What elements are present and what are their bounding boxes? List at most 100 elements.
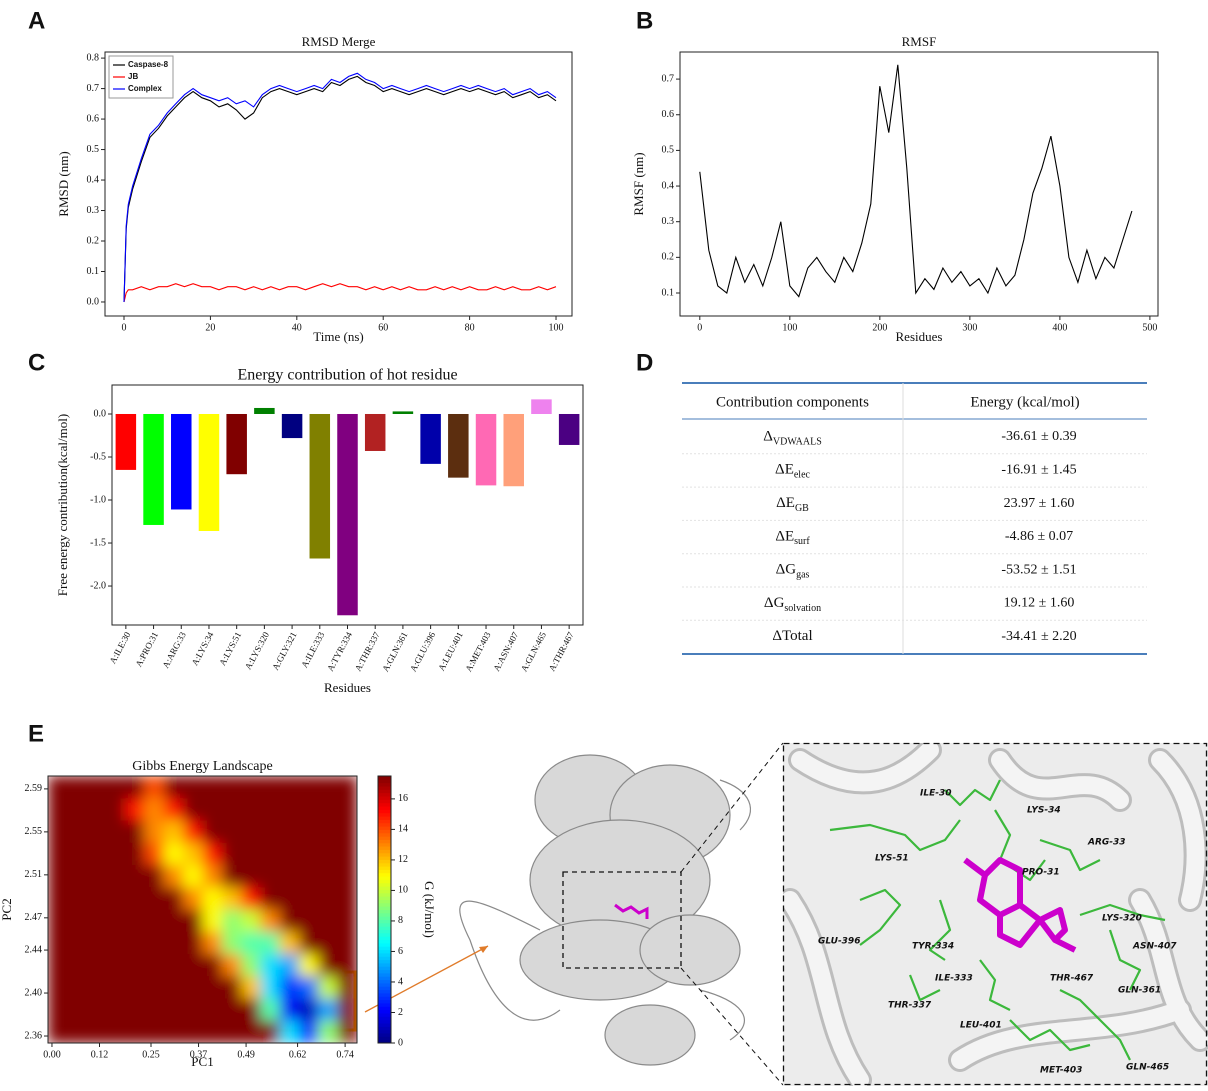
residue-label: ILE-333 (935, 974, 973, 984)
residue-label: LEU-401 (960, 1021, 1002, 1031)
colorbar-segment (378, 899, 391, 903)
colorbar-segment (378, 926, 391, 930)
heatmap-cell (87, 798, 107, 821)
heatmap-cell (125, 932, 145, 955)
heatmap-cell (106, 887, 126, 910)
colorbar-label: G (kJ/mol) (422, 881, 437, 938)
chart-title: RMSD Merge (302, 34, 376, 49)
heatmap-cell (125, 798, 145, 821)
heatmap-cell (318, 1021, 338, 1044)
heatmap-cell (338, 932, 358, 955)
heatmap-cell (183, 776, 203, 799)
colorbar-segment (378, 886, 391, 890)
heatmap-cell (67, 865, 87, 888)
heatmap-cell (48, 865, 68, 888)
colorbar-segment (378, 819, 391, 823)
heatmap-cell (203, 865, 223, 888)
chart-title: Gibbs Energy Landscape (132, 759, 272, 774)
x-tick-label: A:ILE:333 (299, 630, 326, 670)
residue-label: ARG-33 (1087, 838, 1126, 848)
x-tick-label: A:LYS:34 (190, 630, 216, 667)
heatmap-cell (338, 776, 358, 799)
y-tick-label: 0.5 (87, 144, 100, 155)
heatmap-cell (203, 999, 223, 1022)
colorbar-segment (378, 946, 391, 950)
x-tick-label: A:THR:337 (353, 630, 382, 673)
y-tick-label: 0.1 (662, 287, 675, 298)
heatmap-cell (338, 954, 358, 977)
x-axis-label: Residues (896, 329, 943, 344)
colorbar-segment (378, 956, 391, 960)
heatmap-cell (280, 798, 300, 821)
heatmap-cell (280, 1021, 300, 1044)
heatmap-cell (87, 821, 107, 844)
colorbar-segment (378, 996, 391, 1000)
x-tick-label: A:ASN:407 (491, 630, 520, 673)
colorbar-tick-label: 8 (398, 915, 403, 926)
heatmap-cell (338, 976, 358, 999)
y-tick-label: -2.0 (90, 580, 106, 591)
heatmap-cell (222, 910, 242, 933)
bar (254, 408, 275, 414)
heatmap-cell (203, 954, 223, 977)
heatmap-cell (67, 999, 87, 1022)
heatmap-cell (125, 1021, 145, 1044)
bar (448, 414, 469, 478)
legend-label: Complex (128, 84, 162, 93)
chart-title: Energy contribution of hot residue (237, 367, 457, 384)
bar (310, 414, 331, 559)
y-tick-label: -1.5 (90, 537, 106, 548)
residue-label: THR-337 (888, 1001, 932, 1011)
heatmap-cell (222, 865, 242, 888)
heatmap-cell (260, 776, 280, 799)
y-tick-label: 0.8 (87, 52, 100, 63)
heatmap-cell (87, 976, 107, 999)
heatmap-cell (106, 843, 126, 866)
colorbar-segment (378, 1003, 391, 1007)
colorbar-tick-label: 6 (398, 946, 403, 957)
colorbar-segment (378, 793, 391, 797)
heatmap-cell (222, 1021, 242, 1044)
bar (143, 414, 164, 525)
bar (337, 414, 358, 615)
colorbar-segment (378, 1006, 391, 1010)
heatmap-cell (222, 976, 242, 999)
colorbar-segment (378, 896, 391, 900)
y-tick-label: 0.7 (87, 83, 100, 94)
colorbar-segment (378, 976, 391, 980)
y-tick-label: 0.7 (662, 73, 675, 84)
colorbar-segment (378, 786, 391, 790)
heatmap-cell (203, 776, 223, 799)
heatmap-cell (106, 932, 126, 955)
colorbar-segment (378, 823, 391, 827)
heatmap-cell (338, 999, 358, 1022)
plot-frame (105, 52, 572, 316)
colorbar-segment (378, 1036, 391, 1040)
table-cell-sub: gas (796, 569, 809, 580)
residue-label: ILE-30 (920, 789, 952, 799)
colorbar-segment (378, 879, 391, 883)
y-tick-label: 2.36 (25, 1030, 43, 1041)
heatmap-cell (183, 976, 203, 999)
colorbar-segment (378, 869, 391, 873)
heatmap-cell (125, 821, 145, 844)
heatmap-cell (318, 954, 338, 977)
x-tick-label: A:TYR:334 (325, 630, 354, 673)
heatmap-cell (183, 1021, 203, 1044)
figure: ABCDE0204060801000.00.10.20.30.40.50.60.… (0, 0, 1208, 1086)
heatmap-cell (48, 821, 68, 844)
table-cell-sub: surf (794, 536, 810, 547)
colorbar-segment (378, 920, 391, 924)
table-cell-sub: GB (795, 503, 809, 514)
heatmap-cell (203, 887, 223, 910)
heatmap-cell (125, 910, 145, 933)
y-tick-label: 0.3 (87, 205, 100, 216)
heatmap-cell (106, 865, 126, 888)
table-cell: -36.61 ± 0.39 (1001, 429, 1076, 444)
table-cell: -34.41 ± 2.20 (1001, 629, 1076, 644)
table-cell: 19.12 ± 1.60 (1004, 596, 1075, 611)
protein-overview (460, 755, 751, 1065)
table-cell: -16.91 ± 1.45 (1001, 463, 1076, 478)
colorbar-segment (378, 970, 391, 974)
heatmap-cell (48, 887, 68, 910)
